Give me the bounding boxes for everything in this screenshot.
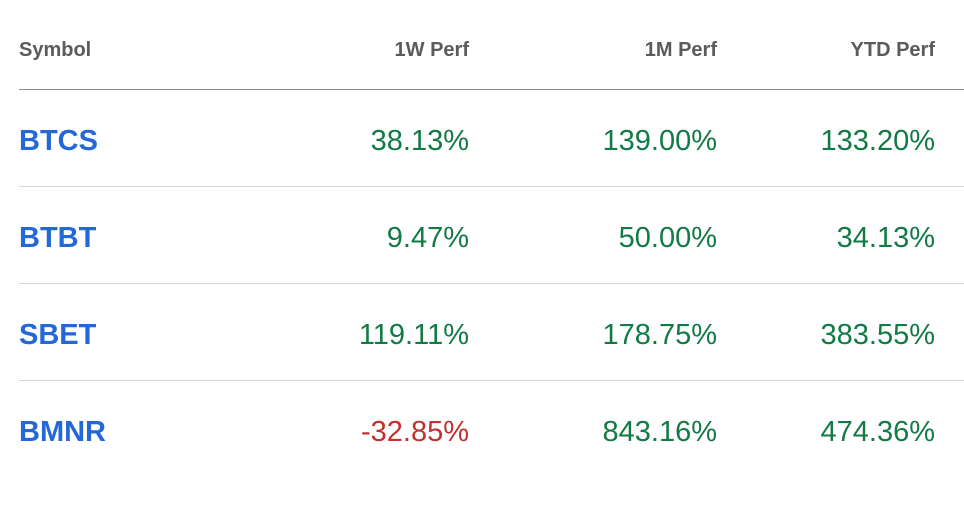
perf-1w-value: 9.47% [386,222,469,254]
perf-1m-value: 139.00% [602,125,718,157]
symbol-link[interactable]: BMNR [19,416,106,448]
column-header-1w-perf[interactable]: 1W Perf [394,39,469,61]
column-header-ytd-perf[interactable]: YTD Perf [850,39,935,61]
perf-1w-value: -32.85% [360,416,469,448]
column-header-1m-perf[interactable]: 1M Perf [644,39,717,61]
perf-ytd-value: 133.20% [820,125,936,157]
table-header: Symbol 1W Perf 1M Perf YTD Perf [19,0,964,90]
perf-1m-value: 178.75% [602,319,718,351]
table-row: BTCS 38.13% 139.00% 133.20% [19,90,964,187]
perf-ytd-value: 383.55% [820,319,936,351]
symbol-link[interactable]: SBET [19,319,97,351]
perf-1w-value: 38.13% [370,125,469,157]
perf-ytd-value: 34.13% [836,222,935,254]
table-row: BTBT 9.47% 50.00% 34.13% [19,187,964,284]
perf-1m-value: 843.16% [602,416,718,448]
performance-table: Symbol 1W Perf 1M Perf YTD Perf BTCS 38.… [19,0,964,478]
perf-1w-value: 119.11% [358,319,469,351]
perf-1m-value: 50.00% [618,222,717,254]
table-row: SBET 119.11% 178.75% 383.55% [19,284,964,381]
table-row: BMNR -32.85% 843.16% 474.36% [19,381,964,478]
column-header-symbol[interactable]: Symbol [19,39,92,61]
symbol-link[interactable]: BTBT [19,222,97,254]
perf-ytd-value: 474.36% [820,416,936,448]
symbol-link[interactable]: BTCS [19,125,98,157]
